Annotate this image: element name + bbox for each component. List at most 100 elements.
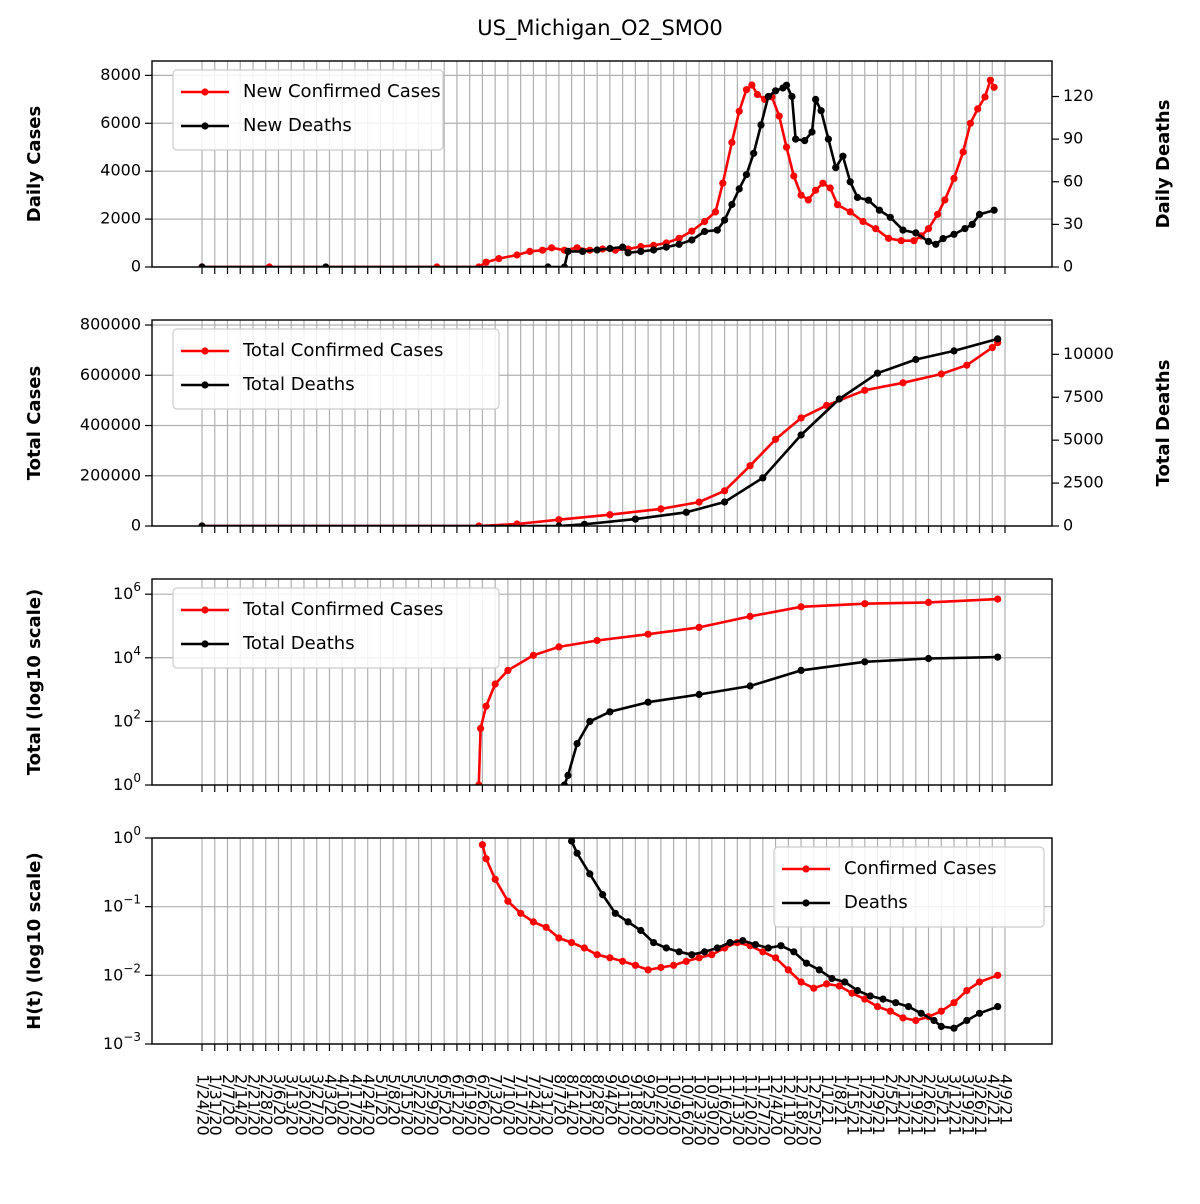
- data-point: [573, 849, 581, 857]
- series-group: [198, 76, 998, 267]
- data-point: [695, 498, 703, 506]
- data-point: [568, 838, 576, 845]
- data-point: [322, 263, 330, 267]
- data-point: [695, 623, 703, 632]
- data-point: [695, 690, 703, 699]
- x-tick-label: 10/9/20: [665, 1074, 684, 1136]
- data-point: [735, 107, 743, 115]
- data-point: [580, 944, 589, 952]
- series-line: [202, 341, 999, 526]
- data-point: [529, 651, 538, 659]
- series-group: [478, 838, 1002, 1032]
- data-point: [637, 926, 645, 935]
- data-point: [751, 941, 760, 949]
- x-tick-label: 7/10/20: [499, 1074, 518, 1136]
- x-tick-label: 1/29/21: [869, 1074, 888, 1136]
- x-tick-label: 10/23/20: [691, 1074, 710, 1146]
- legend-label: Deaths: [844, 892, 908, 913]
- data-point: [910, 237, 918, 245]
- data-point: [937, 1007, 945, 1015]
- data-point: [650, 246, 658, 254]
- data-point: [701, 217, 709, 226]
- axes-frame: [151, 837, 1053, 1045]
- x-tick-label: 5/29/20: [423, 1074, 442, 1136]
- data-point: [782, 143, 791, 151]
- x-tick-label: 2/7/20: [219, 1074, 238, 1126]
- data-point: [482, 855, 490, 863]
- y2-tick-label: 10000: [1063, 344, 1114, 363]
- data-point: [961, 225, 969, 233]
- data-point: [721, 216, 729, 224]
- data-point: [513, 520, 521, 526]
- data-point: [828, 974, 836, 983]
- chart-title: US_Michigan_O2_SMO0: [0, 16, 1200, 40]
- y-tick-label: 10−2: [103, 961, 141, 984]
- data-point: [975, 210, 984, 218]
- x-tick-label: 8/7/20: [550, 1074, 569, 1126]
- data-point: [624, 249, 632, 257]
- x-tick-label: 4/17/20: [347, 1074, 366, 1136]
- data-point: [950, 174, 958, 182]
- data-point: [853, 987, 862, 995]
- data-point: [772, 87, 780, 95]
- y-axis-label: Total (log10 scale): [24, 589, 45, 776]
- data-point: [611, 909, 619, 917]
- data-point: [713, 226, 721, 234]
- legend-label: Total Confirmed Cases: [242, 340, 443, 361]
- x-tick-label: 1/8/21: [831, 1074, 850, 1126]
- data-point: [670, 961, 678, 969]
- data-point: [853, 193, 862, 201]
- data-point: [586, 870, 594, 878]
- data-point: [963, 1016, 971, 1025]
- legend-label: Total Deaths: [242, 374, 355, 395]
- panel-log-total: 100 102 104 106 Total (log10 scale) Total Con…: [24, 578, 1053, 794]
- data-point: [579, 247, 587, 255]
- data-point: [573, 244, 581, 252]
- panel-total: 0 200000 400000 600000 800000 0 2500 5000 7500 10…: [24, 315, 1174, 535]
- axes-frame: [151, 60, 1053, 268]
- data-point: [491, 680, 499, 688]
- data-point: [937, 1022, 945, 1031]
- data-point: [593, 246, 601, 254]
- data-point: [886, 213, 894, 221]
- data-point: [748, 81, 756, 89]
- data-point: [777, 942, 785, 950]
- data-point: [832, 164, 840, 172]
- series-line: [477, 597, 998, 785]
- data-point: [711, 208, 720, 216]
- data-point: [544, 263, 552, 267]
- data-point: [606, 708, 614, 716]
- data-point: [846, 208, 854, 216]
- y-tick-label: 800000: [80, 315, 141, 334]
- data-point: [873, 369, 882, 377]
- data-point: [644, 630, 652, 638]
- data-point: [950, 999, 958, 1007]
- data-point: [759, 948, 767, 956]
- legend-label: Total Deaths: [242, 633, 355, 654]
- data-point: [810, 984, 818, 992]
- data-point: [797, 191, 805, 199]
- x-tick-label: 12/18/20: [793, 1074, 812, 1146]
- data-point: [819, 179, 827, 187]
- x-tick-label: 7/31/20: [538, 1074, 557, 1136]
- data-point: [899, 1014, 907, 1022]
- x-tick-label: 2/19/21: [907, 1074, 926, 1136]
- legend-marker: [802, 899, 810, 907]
- y2-tick-label: 2500: [1063, 473, 1104, 492]
- data-point: [495, 255, 503, 263]
- y2-tick-label: 5000: [1063, 430, 1104, 449]
- data-point: [560, 781, 568, 785]
- data-point: [675, 240, 683, 248]
- x-tick-label: 3/26/21: [971, 1074, 990, 1136]
- x-tick-label: 8/21/20: [576, 1074, 595, 1136]
- x-tick-label: 1/24/20: [194, 1074, 213, 1136]
- x-tick-label: 11/13/20: [729, 1074, 748, 1146]
- data-point: [861, 995, 869, 1003]
- data-point: [593, 951, 601, 959]
- data-point: [939, 235, 947, 243]
- legend-marker: [201, 640, 209, 648]
- x-tick-label: 9/25/20: [640, 1074, 659, 1136]
- y-tick-label: 100: [113, 771, 141, 794]
- data-point: [688, 227, 696, 235]
- data-point: [897, 237, 905, 245]
